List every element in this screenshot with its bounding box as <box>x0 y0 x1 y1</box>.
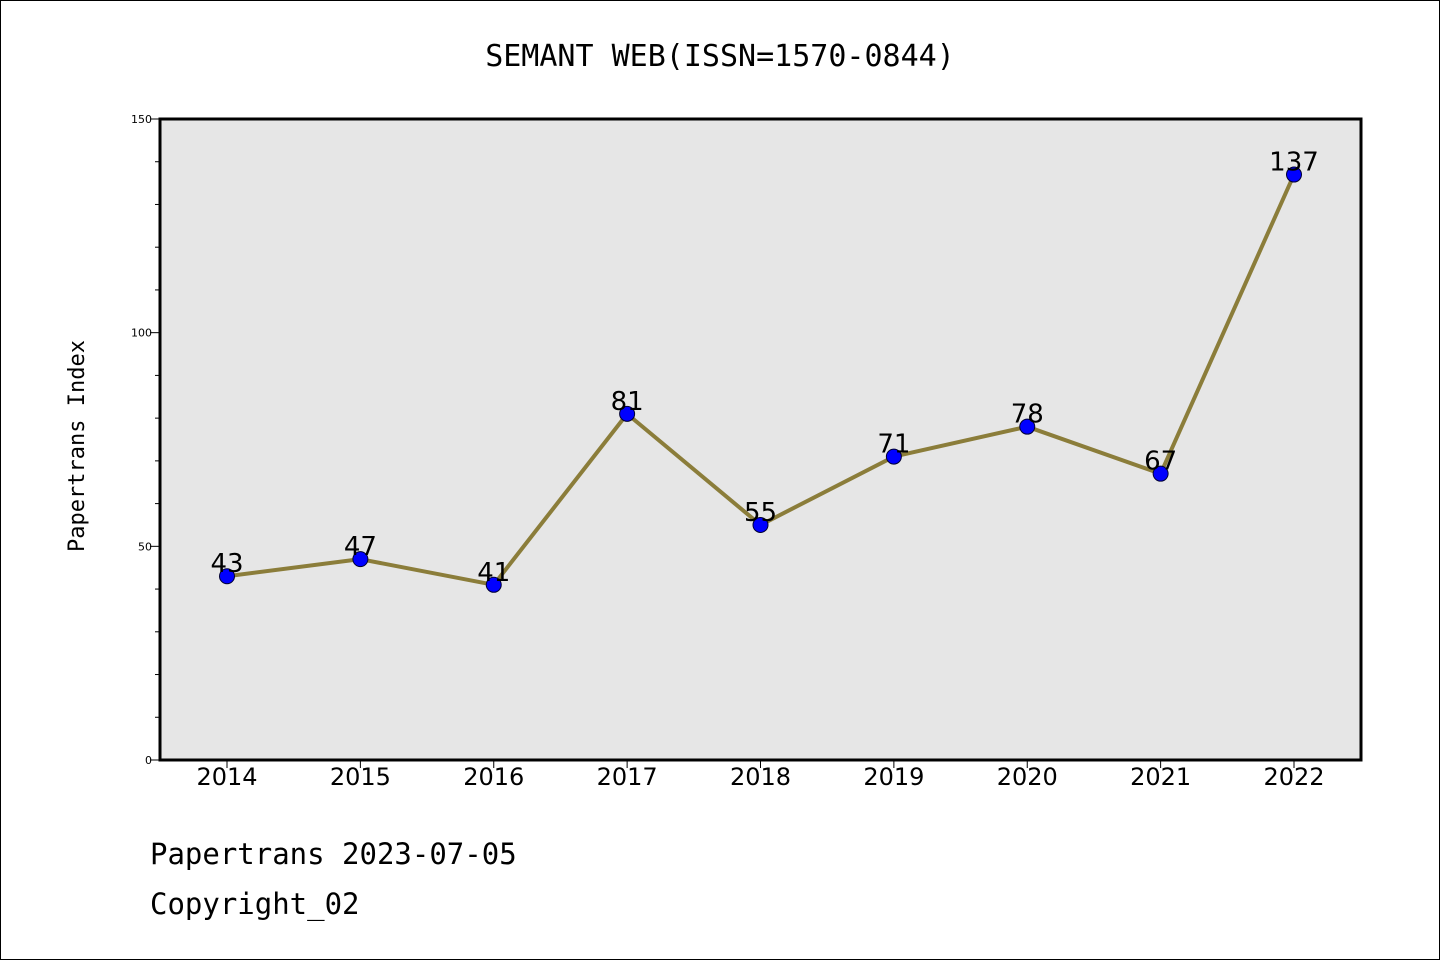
data-labels: 43 47 41 81 55 71 78 67 137 <box>210 148 1318 588</box>
x-tick-label: 2019 <box>863 763 924 791</box>
x-tick-label: 2014 <box>196 763 257 791</box>
x-axis: 2014 2015 2016 2017 2018 2019 2020 2021 2022 <box>196 760 1325 791</box>
data-label: 67 <box>1144 447 1177 477</box>
data-label: 55 <box>744 498 777 528</box>
data-label: 47 <box>344 532 377 562</box>
y-tick-label: 150 <box>131 113 152 126</box>
data-label: 43 <box>210 549 243 579</box>
x-tick-label: 2017 <box>597 763 658 791</box>
y-axis-label: Papertrans Index <box>65 340 90 552</box>
y-tick-label: 100 <box>131 327 152 340</box>
x-tick-label: 2021 <box>1130 763 1191 791</box>
y-tick-label: 50 <box>138 540 152 553</box>
x-tick-label: 2018 <box>730 763 791 791</box>
data-label: 71 <box>877 430 910 460</box>
chart-title: SEMANT WEB(ISSN=1570-0844) <box>485 39 955 74</box>
data-label: 41 <box>477 558 510 588</box>
data-point <box>485 576 502 593</box>
data-label: 137 <box>1269 148 1319 178</box>
data-point <box>619 405 636 422</box>
y-axis: 0 50 100 150 <box>131 113 160 767</box>
y-tick-label: 0 <box>145 754 152 767</box>
data-point <box>352 551 369 568</box>
data-point <box>1286 166 1302 183</box>
x-tick-label: 2015 <box>330 763 391 791</box>
x-tick-label: 2016 <box>463 763 524 791</box>
data-label: 78 <box>1011 400 1044 430</box>
data-point <box>1152 465 1169 482</box>
data-point <box>752 516 769 533</box>
x-tick-label: 2022 <box>1263 763 1324 791</box>
footer-copyright: Copyright_02 <box>150 887 360 922</box>
data-point <box>1019 418 1036 435</box>
data-point <box>219 568 235 585</box>
data-label: 81 <box>611 387 644 417</box>
x-tick-label: 2020 <box>997 763 1058 791</box>
series-layer <box>219 166 1302 593</box>
footer-date: Papertrans 2023-07-05 <box>150 837 517 871</box>
data-point <box>885 448 902 465</box>
plot-area <box>158 117 1363 762</box>
